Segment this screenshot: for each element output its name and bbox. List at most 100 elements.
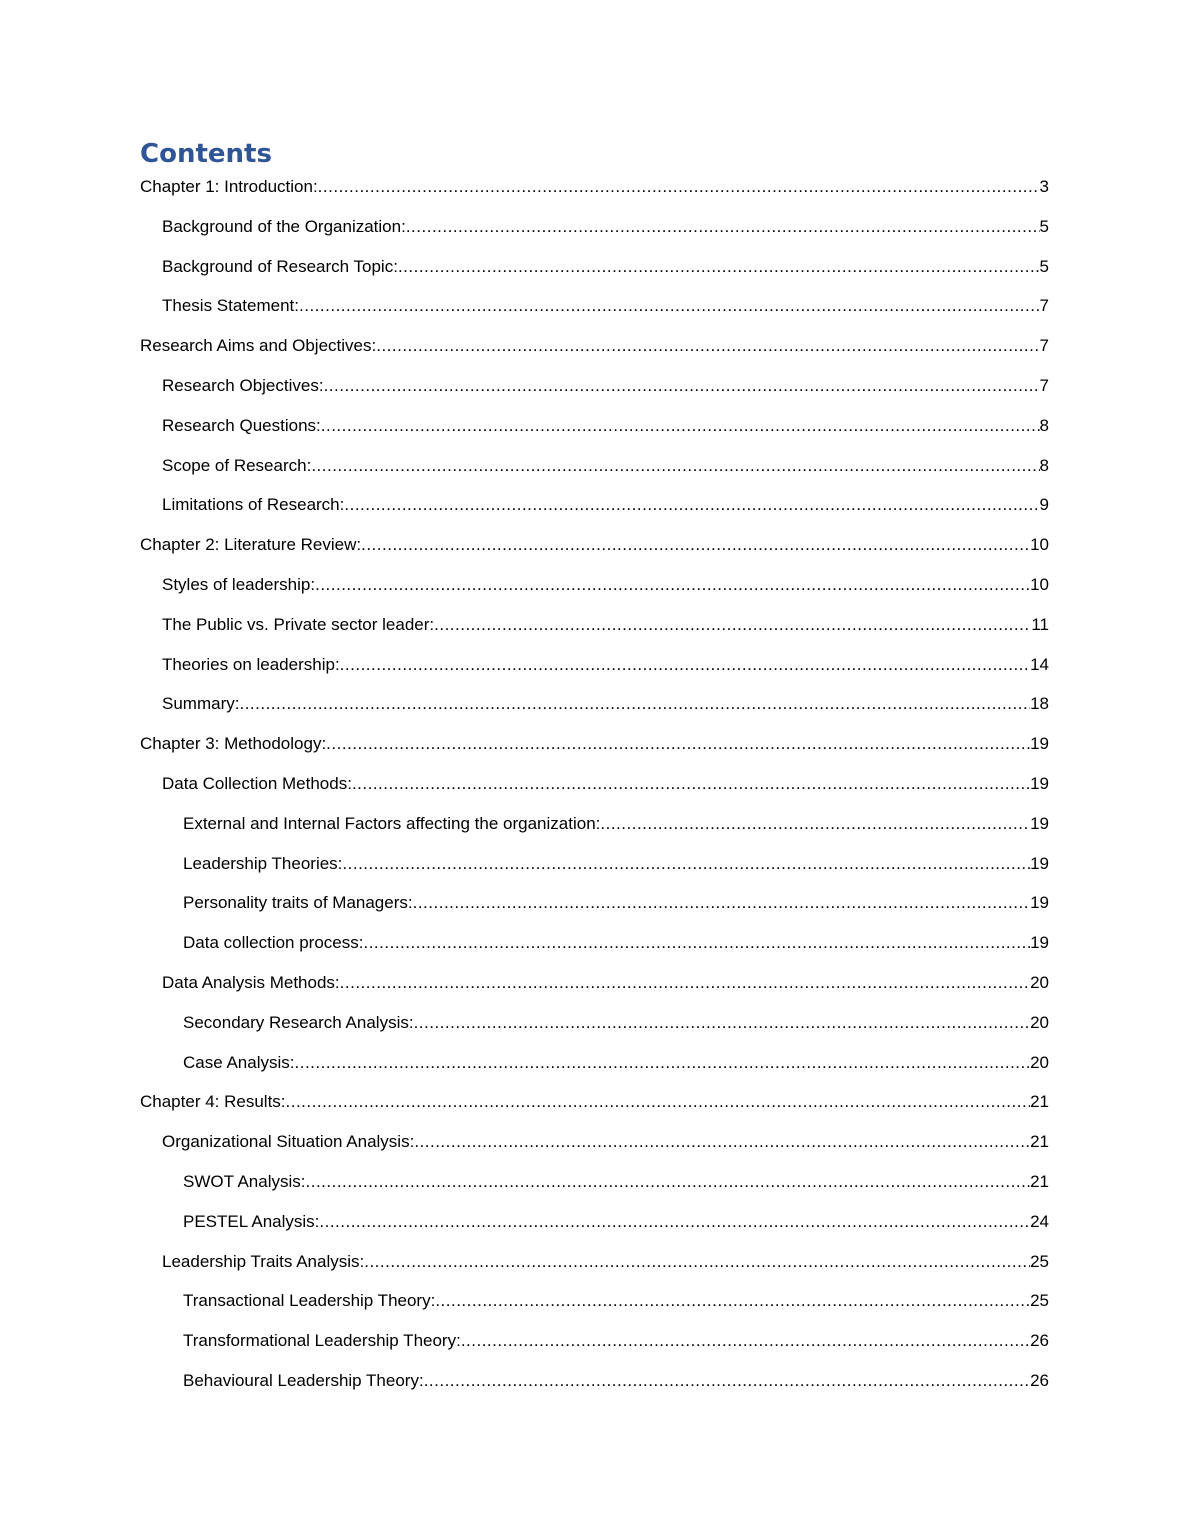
toc-entry[interactable]: Research Objectives: 7 — [140, 376, 1049, 416]
toc-entry-label: Leadership Theories: — [183, 853, 343, 873]
dot-leader — [315, 575, 1030, 595]
toc-entry[interactable]: PESTEL Analysis: 24 — [140, 1212, 1049, 1252]
toc-entry-label: Personality traits of Managers: — [183, 893, 413, 913]
toc-entry[interactable]: Case Analysis: 20 — [140, 1053, 1049, 1093]
toc-entry-page: 20 — [1030, 1012, 1049, 1032]
toc-entry-label: External and Internal Factors affecting … — [183, 813, 601, 833]
toc-entry-label: SWOT Analysis: — [183, 1171, 306, 1191]
toc-entry[interactable]: Secondary Research Analysis: 20 — [140, 1013, 1049, 1053]
toc-entry-page: 25 — [1030, 1251, 1049, 1271]
toc-entry-page: 19 — [1030, 813, 1049, 833]
toc-entry[interactable]: Styles of leadership: 10 — [140, 575, 1049, 615]
toc-entry-label: Data Collection Methods: — [162, 773, 352, 793]
toc-entry[interactable]: Background of the Organization: 5 — [140, 217, 1049, 257]
toc-entry[interactable]: Chapter 3: Methodology: 19 — [140, 734, 1049, 774]
toc-entry-page: 21 — [1030, 1132, 1049, 1152]
toc-entry-label: Scope of Research: — [162, 455, 312, 475]
toc-entry-page: 19 — [1030, 773, 1049, 793]
toc-entry-page: 3 — [1039, 177, 1049, 196]
toc-entry-page: 11 — [1031, 614, 1049, 634]
toc-entry-label: Summary: — [162, 694, 240, 714]
toc-entry-label: Research Objectives: — [162, 375, 324, 395]
dot-leader — [306, 1172, 1031, 1192]
toc-entry[interactable]: Leadership Theories: 19 — [140, 854, 1049, 894]
dot-leader — [376, 336, 1039, 356]
toc-entry[interactable]: Transactional Leadership Theory: 25 — [140, 1291, 1049, 1331]
toc-entry-page: 9 — [1039, 495, 1049, 515]
toc-entry-page: 20 — [1030, 972, 1049, 992]
toc-entry[interactable]: The Public vs. Private sector leader: 11 — [140, 615, 1049, 655]
toc-entry-page: 26 — [1030, 1331, 1049, 1351]
dot-leader — [311, 456, 1039, 476]
toc-entry-label: Chapter 1: Introduction: — [140, 177, 318, 196]
toc-entry[interactable]: Data Analysis Methods: 20 — [140, 973, 1049, 1013]
toc-entry[interactable]: SWOT Analysis: 21 — [140, 1172, 1049, 1212]
toc-entry-page: 19 — [1030, 734, 1049, 754]
toc-entry-label: The Public vs. Private sector leader: — [162, 614, 435, 634]
toc-entry[interactable]: Chapter 2: Literature Review: 10 — [140, 535, 1049, 575]
dot-leader — [321, 416, 1040, 436]
toc-entry-page: 21 — [1030, 1171, 1049, 1191]
toc-entry[interactable]: External and Internal Factors affecting … — [140, 814, 1049, 854]
dot-leader — [361, 535, 1030, 555]
toc-entry-label: Behavioural Leadership Theory: — [183, 1370, 424, 1390]
toc-entry-label: Limitations of Research: — [162, 495, 345, 515]
dot-leader — [295, 1053, 1031, 1073]
toc-entry[interactable]: Chapter 1: Introduction: 3 — [140, 177, 1049, 217]
toc-entry[interactable]: Limitations of Research: 9 — [140, 495, 1049, 535]
toc-entry-label: Data collection process: — [183, 933, 364, 953]
toc-entry-page: 7 — [1039, 296, 1049, 316]
dot-leader — [413, 893, 1030, 913]
dot-leader — [352, 774, 1030, 794]
toc-entry[interactable]: Personality traits of Managers: 19 — [140, 893, 1049, 933]
toc-entry[interactable]: Leadership Traits Analysis: 25 — [140, 1252, 1049, 1292]
toc-entry[interactable]: Background of Research Topic: 5 — [140, 257, 1049, 297]
toc-entry[interactable]: Data collection process: 19 — [140, 933, 1049, 973]
toc-entry-label: Transformational Leadership Theory: — [183, 1331, 461, 1351]
toc-entry[interactable]: Research Aims and Objectives: 7 — [140, 336, 1049, 376]
toc-entry-page: 25 — [1030, 1291, 1049, 1311]
toc-entry[interactable]: Summary: 18 — [140, 694, 1049, 734]
dot-leader — [414, 1013, 1031, 1033]
toc-entry-label: Chapter 2: Literature Review: — [140, 535, 362, 555]
toc-entry-label: Data Analysis Methods: — [162, 972, 340, 992]
toc-entry[interactable]: Data Collection Methods: 19 — [140, 774, 1049, 814]
toc-entry[interactable]: Transformational Leadership Theory: 26 — [140, 1331, 1049, 1371]
toc-entry-label: Leadership Traits Analysis: — [162, 1251, 365, 1271]
dot-leader — [318, 177, 1040, 197]
dot-leader — [435, 1291, 1030, 1311]
toc-entry-label: Transactional Leadership Theory: — [183, 1291, 436, 1311]
dot-leader — [434, 615, 1031, 635]
toc-entry-label: Chapter 4: Results: — [140, 1092, 286, 1112]
toc-entry-page: 18 — [1030, 694, 1049, 714]
toc-entry-page: 19 — [1030, 853, 1049, 873]
toc-entry[interactable]: Chapter 4: Results: 21 — [140, 1092, 1049, 1132]
toc-entry-page: 8 — [1039, 415, 1049, 435]
toc-entry-page: 26 — [1030, 1370, 1049, 1390]
toc-entry-page: 5 — [1039, 256, 1049, 276]
dot-leader — [424, 1371, 1030, 1391]
toc-entry-label: Case Analysis: — [183, 1052, 295, 1072]
dot-leader — [363, 933, 1030, 953]
toc-entry-label: Research Questions: — [162, 415, 321, 435]
toc-entry-page: 14 — [1030, 654, 1049, 674]
dot-leader — [319, 1212, 1030, 1232]
toc-entry-label: Organizational Situation Analysis: — [162, 1132, 415, 1152]
dot-leader — [398, 257, 1040, 277]
dot-leader — [342, 854, 1030, 874]
toc-entry[interactable]: Thesis Statement: 7 — [140, 296, 1049, 336]
toc-entry[interactable]: Theories on leadership: 14 — [140, 655, 1049, 695]
toc-entry[interactable]: Behavioural Leadership Theory: 26 — [140, 1371, 1049, 1411]
dot-leader — [344, 495, 1039, 515]
toc-entry[interactable]: Scope of Research: 8 — [140, 456, 1049, 496]
toc-entry[interactable]: Research Questions: 8 — [140, 416, 1049, 456]
contents-heading: Contents — [140, 139, 272, 169]
toc-entry-page: 8 — [1039, 455, 1049, 475]
dot-leader — [286, 1092, 1031, 1112]
toc-entry[interactable]: Organizational Situation Analysis: 21 — [140, 1132, 1049, 1172]
toc-entry-label: Background of the Organization: — [162, 216, 406, 236]
dot-leader — [414, 1132, 1030, 1152]
toc-entry-page: 10 — [1030, 574, 1049, 594]
toc-entry-label: Chapter 3: Methodology: — [140, 734, 327, 754]
toc-entry-page: 5 — [1039, 216, 1049, 236]
